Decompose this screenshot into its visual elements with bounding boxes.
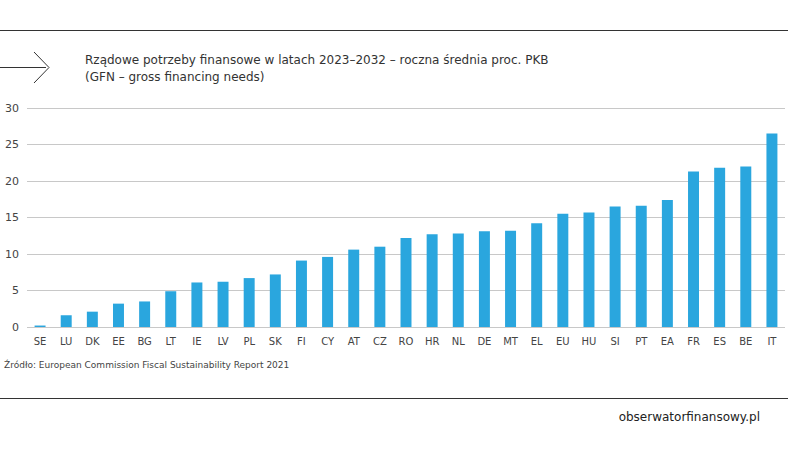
svg-text:PT: PT [635,336,648,347]
svg-text:DE: DE [477,336,491,347]
svg-text:RO: RO [399,336,414,347]
svg-text:EE: EE [112,336,125,347]
svg-text:LU: LU [60,336,72,347]
svg-text:EU: EU [556,336,570,347]
svg-text:10: 10 [5,248,19,261]
svg-text:CY: CY [321,336,335,347]
svg-text:ES: ES [713,336,726,347]
svg-text:Źródło: European Commission Fi: Źródło: European Commission Fiscal Susta… [4,359,289,370]
svg-text:AT: AT [348,336,361,347]
svg-text:NL: NL [452,336,465,347]
svg-text:PL: PL [243,336,255,347]
svg-text:LT: LT [166,336,177,347]
svg-text:15: 15 [5,211,19,224]
svg-text:25: 25 [5,138,19,151]
svg-text:SK: SK [269,336,282,347]
svg-text:FI: FI [297,336,306,347]
svg-text:20: 20 [5,175,19,188]
svg-text:CZ: CZ [373,336,387,347]
svg-text:LV: LV [217,336,228,347]
svg-text:SE: SE [34,336,47,347]
svg-text:0: 0 [12,321,19,334]
svg-text:IT: IT [767,336,777,347]
svg-text:IE: IE [192,336,201,347]
svg-text:DK: DK [85,336,100,347]
svg-text:BG: BG [137,336,151,347]
svg-text:HR: HR [425,336,440,347]
svg-text:Rządowe potrzeby finansowe w l: Rządowe potrzeby finansowe w latach 2023… [85,53,549,67]
svg-text:EA: EA [661,336,674,347]
svg-text:BE: BE [739,336,752,347]
svg-text:MT: MT [503,336,519,347]
svg-text:obserwatorfinansowy.pl: obserwatorfinansowy.pl [619,410,760,424]
svg-text:30: 30 [5,102,19,115]
svg-text:EL: EL [531,336,543,347]
svg-text:FR: FR [687,336,700,347]
svg-text:SI: SI [610,336,619,347]
svg-text:(GFN – gross financing needs): (GFN – gross financing needs) [85,70,264,84]
svg-text:HU: HU [582,336,597,347]
svg-text:5: 5 [12,284,19,297]
